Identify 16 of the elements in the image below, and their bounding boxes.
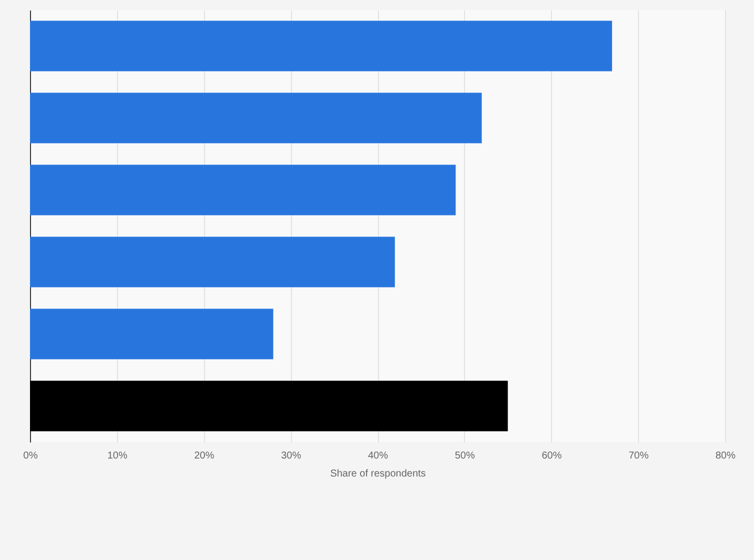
bar	[30, 308, 274, 360]
x-tick-label: 40%	[368, 450, 388, 462]
bar	[30, 92, 482, 144]
x-axis-title: Share of respondents	[330, 468, 426, 480]
bar	[30, 164, 456, 216]
bar	[30, 236, 395, 288]
x-tick-label: 60%	[542, 450, 562, 462]
x-tick-label: 10%	[107, 450, 128, 462]
x-tick-label: 50%	[454, 450, 475, 462]
bar	[30, 380, 508, 432]
x-tick-label: 20%	[194, 450, 214, 462]
x-tick-label: 70%	[628, 450, 649, 462]
x-tick-label: 80%	[715, 450, 736, 462]
x-tick-label: 0%	[23, 450, 38, 462]
bar	[30, 20, 612, 72]
x-tick-label: 30%	[281, 450, 302, 462]
